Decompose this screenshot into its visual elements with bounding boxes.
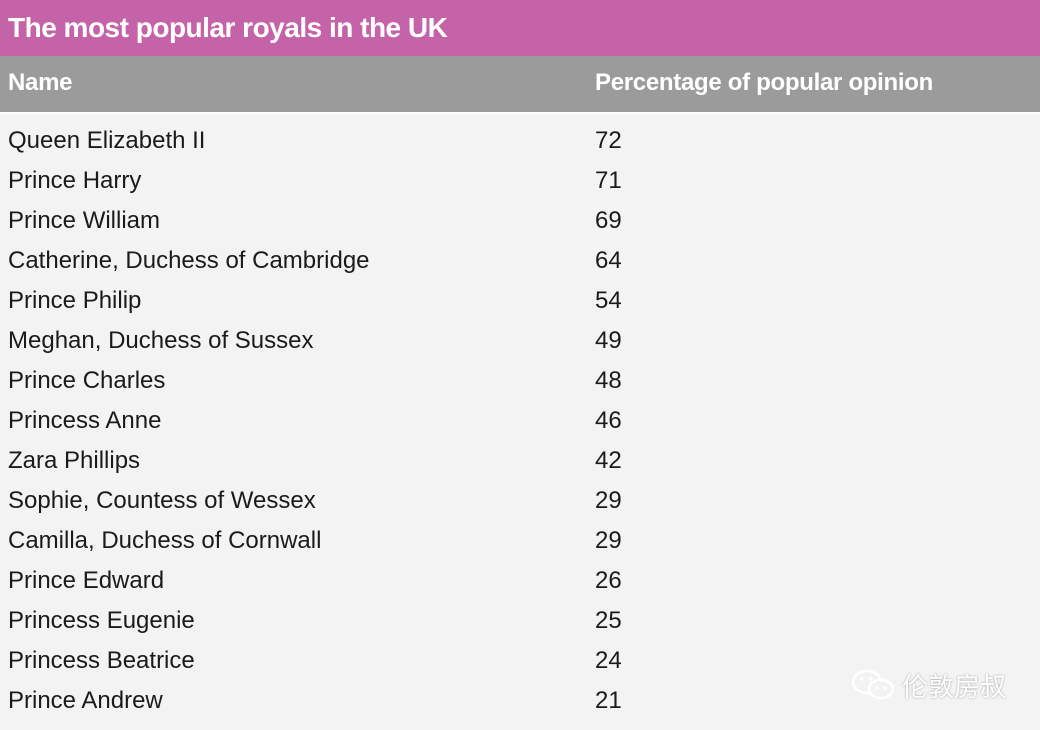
table-body: Queen Elizabeth II 72 Prince Harry 71 Prince… — [0, 121, 1040, 721]
cell-name: Meghan, Duchess of Sussex — [8, 327, 314, 354]
cell-percentage: 42 — [595, 447, 622, 474]
table-row: Queen Elizabeth II 72 — [0, 121, 1040, 161]
cell-percentage: 64 — [595, 247, 622, 274]
table-row: Prince Edward 26 — [0, 561, 1040, 601]
table-row: Prince Charles 48 — [0, 361, 1040, 401]
table-title: The most popular royals in the UK — [8, 12, 448, 43]
cell-percentage: 24 — [595, 647, 622, 674]
cell-percentage: 71 — [595, 167, 622, 194]
table-row: Princess Anne 46 — [0, 401, 1040, 441]
cell-name: Prince Andrew — [8, 687, 163, 714]
cell-name: Princess Anne — [8, 407, 162, 434]
cell-name: Prince Philip — [8, 287, 142, 314]
cell-percentage: 21 — [595, 687, 622, 714]
cell-percentage: 69 — [595, 207, 622, 234]
cell-name: Zara Phillips — [8, 447, 141, 474]
chat-bubbles-icon — [851, 669, 895, 700]
cell-name: Prince Charles — [8, 367, 166, 394]
table-row: Princess Eugenie 25 — [0, 601, 1040, 641]
cell-name: Prince Harry — [8, 167, 142, 194]
cell-name: Princess Eugenie — [8, 607, 195, 634]
cell-name: Queen Elizabeth II — [8, 127, 206, 154]
cell-name: Princess Beatrice — [8, 647, 195, 674]
table-row: Catherine, Duchess of Cambridge 64 — [0, 241, 1040, 281]
cell-percentage: 29 — [595, 527, 622, 554]
cell-percentage: 54 — [595, 287, 622, 314]
table-row: Prince Philip 54 — [0, 281, 1040, 321]
cell-percentage: 48 — [595, 367, 622, 394]
table-row: Prince Harry 71 — [0, 161, 1040, 201]
watermark: 伦敦房叔 — [850, 665, 1006, 705]
watermark-text: 伦敦房叔 — [902, 671, 1007, 702]
cell-percentage: 29 — [595, 487, 622, 514]
cell-name: Sophie, Countess of Wessex — [8, 487, 316, 514]
table-row: Zara Phillips 42 — [0, 441, 1040, 481]
table-row: Sophie, Countess of Wessex 29 — [0, 481, 1040, 521]
table-row: Princess Beatrice 24 — [0, 641, 1040, 681]
header-name: Name — [8, 69, 73, 96]
cell-name: Catherine, Duchess of Cambridge — [8, 247, 370, 274]
table-row: Prince Andrew 21 — [0, 681, 1040, 721]
cell-name: Camilla, Duchess of Cornwall — [8, 527, 322, 554]
table-row: Prince William 69 — [0, 201, 1040, 241]
cell-percentage: 49 — [595, 327, 622, 354]
cell-percentage: 25 — [595, 607, 622, 634]
header-percentage: Percentage of popular opinion — [595, 69, 933, 96]
table-header-row: Name Percentage of popular opinion — [0, 56, 1040, 112]
title-bar: The most popular royals in the UK — [0, 0, 1040, 56]
cell-percentage: 46 — [595, 407, 622, 434]
cell-percentage: 72 — [595, 127, 622, 154]
table-row: Camilla, Duchess of Cornwall 29 — [0, 521, 1040, 561]
header-divider — [0, 112, 1040, 114]
cell-name: Prince William — [8, 207, 161, 234]
cell-name: Prince Edward — [8, 567, 165, 594]
cell-percentage: 26 — [595, 567, 622, 594]
table-row: Meghan, Duchess of Sussex 49 — [0, 321, 1040, 361]
